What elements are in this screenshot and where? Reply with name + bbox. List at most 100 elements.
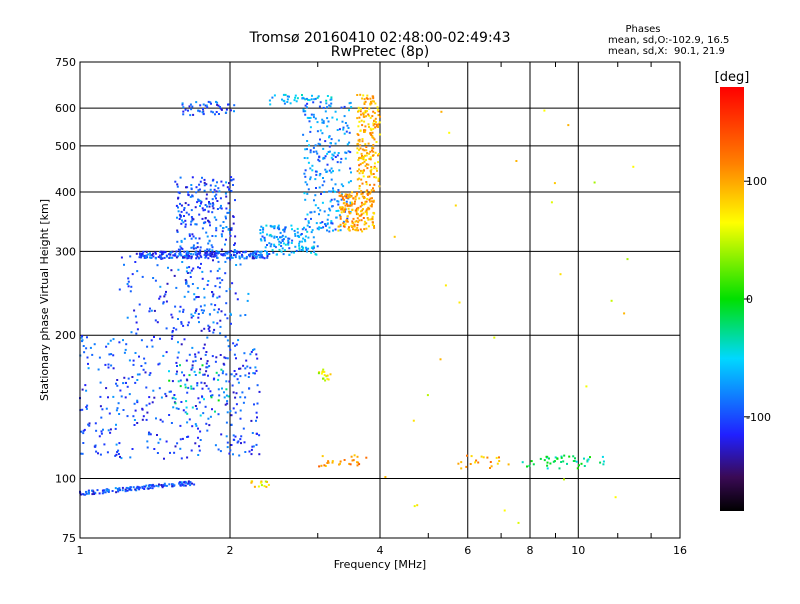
data-point [195, 186, 198, 189]
data-point [359, 169, 362, 172]
data-point [377, 114, 380, 117]
data-point [355, 211, 358, 214]
data-point [368, 192, 371, 195]
data-point [199, 368, 202, 371]
data-point [357, 206, 360, 209]
data-point [358, 168, 360, 171]
data-point [563, 478, 565, 481]
data-point [224, 313, 227, 316]
data-point [179, 216, 182, 218]
data-point [288, 95, 290, 98]
data-point [104, 363, 107, 366]
data-point [145, 254, 148, 257]
data-point [225, 108, 228, 111]
data-point [190, 449, 193, 452]
data-point [247, 376, 250, 378]
data-point [183, 295, 186, 298]
data-point [360, 193, 363, 196]
data-point [372, 189, 375, 192]
data-point [218, 113, 220, 115]
data-point [116, 384, 119, 387]
data-point [372, 150, 375, 153]
data-point [343, 132, 346, 135]
data-point [374, 102, 377, 105]
data-point [321, 370, 324, 373]
data-point [211, 408, 213, 411]
data-point [239, 409, 242, 412]
data-point [302, 110, 305, 113]
data-point [83, 351, 86, 354]
data-point [328, 145, 331, 148]
data-point [130, 489, 133, 492]
data-point [182, 409, 185, 412]
data-point [377, 126, 379, 128]
data-point [310, 247, 313, 249]
data-point [460, 461, 463, 464]
data-point [222, 184, 225, 187]
data-point [601, 455, 604, 458]
data-point [163, 482, 166, 485]
data-point [185, 255, 188, 258]
data-point [546, 464, 549, 467]
data-point [363, 103, 366, 105]
data-point [255, 253, 257, 256]
data-point [495, 456, 498, 459]
data-point [191, 425, 194, 428]
data-point [554, 456, 557, 459]
data-point [362, 197, 365, 200]
data-point [187, 321, 190, 324]
data-point [234, 242, 236, 245]
data-point [201, 207, 204, 210]
data-point [237, 381, 240, 384]
data-point [84, 493, 87, 496]
data-point [163, 457, 165, 460]
y-tick-label: 200 [55, 329, 76, 342]
data-point [347, 181, 350, 184]
data-point [372, 199, 375, 202]
data-point [326, 163, 329, 166]
data-point [209, 270, 212, 273]
data-point [240, 435, 243, 438]
data-point [283, 100, 286, 103]
data-point [192, 315, 195, 317]
data-point [195, 257, 198, 260]
data-point [204, 217, 207, 219]
data-point [128, 359, 131, 362]
data-point [232, 184, 234, 186]
data-point [280, 250, 283, 253]
data-point [153, 485, 156, 488]
data-point [210, 394, 212, 397]
data-point [185, 253, 188, 256]
data-point [216, 103, 219, 106]
data-point [304, 113, 307, 116]
data-point [314, 178, 317, 181]
data-point [377, 153, 380, 155]
data-point [150, 256, 153, 259]
data-point [454, 204, 457, 207]
data-point [301, 240, 304, 243]
data-point [226, 446, 229, 449]
data-point [184, 225, 187, 228]
data-point [217, 399, 220, 402]
data-point [322, 120, 325, 123]
data-point [173, 274, 176, 277]
data-point [247, 292, 250, 295]
data-point [303, 226, 305, 229]
data-point [177, 407, 180, 410]
data-point [160, 396, 163, 399]
data-point [148, 310, 151, 313]
data-point [122, 409, 125, 411]
data-point [278, 248, 281, 251]
data-point [253, 403, 255, 406]
data-point [198, 401, 201, 404]
data-point [143, 488, 146, 490]
data-point [215, 100, 217, 103]
data-point [133, 309, 136, 312]
data-point [195, 296, 198, 298]
data-point [352, 225, 355, 228]
data-point [221, 230, 224, 233]
data-point [208, 424, 211, 427]
data-point [291, 239, 294, 242]
data-point [362, 208, 364, 211]
data-point [255, 443, 258, 446]
